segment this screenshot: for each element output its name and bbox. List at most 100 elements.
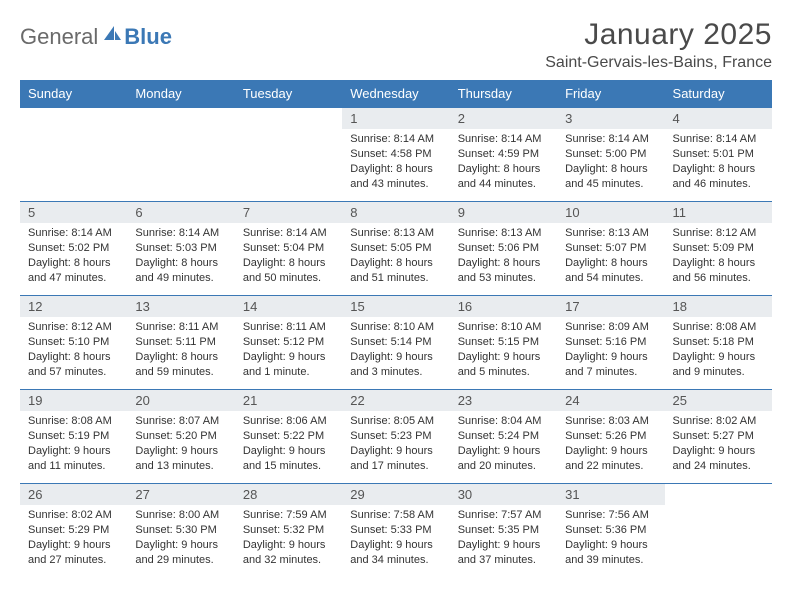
calendar-day-cell: 9Sunrise: 8:13 AMSunset: 5:06 PMDaylight… bbox=[450, 202, 557, 296]
sunrise-text: Sunrise: 8:14 AM bbox=[243, 227, 327, 239]
sunrise-text: Sunrise: 8:05 AM bbox=[350, 415, 434, 427]
sunset-text: Sunset: 4:58 PM bbox=[350, 148, 431, 160]
daylight-text: and 46 minutes. bbox=[673, 178, 751, 190]
calendar-day-cell: 1Sunrise: 8:14 AMSunset: 4:58 PMDaylight… bbox=[342, 108, 449, 202]
calendar-day-cell: 12Sunrise: 8:12 AMSunset: 5:10 PMDayligh… bbox=[20, 296, 127, 390]
daylight-text: Daylight: 8 hours bbox=[565, 257, 648, 269]
sunset-text: Sunset: 5:32 PM bbox=[243, 524, 324, 536]
weekday-header: Friday bbox=[557, 80, 664, 108]
day-data: Sunrise: 7:56 AMSunset: 5:36 PMDaylight:… bbox=[557, 505, 664, 572]
weekday-header: Wednesday bbox=[342, 80, 449, 108]
daylight-text: Daylight: 9 hours bbox=[673, 445, 756, 457]
day-number: 1 bbox=[342, 108, 449, 129]
day-number: 17 bbox=[557, 296, 664, 317]
sunrise-text: Sunrise: 8:08 AM bbox=[673, 321, 757, 333]
day-data: Sunrise: 8:05 AMSunset: 5:23 PMDaylight:… bbox=[342, 411, 449, 478]
daylight-text: and 15 minutes. bbox=[243, 460, 321, 472]
sunrise-text: Sunrise: 8:13 AM bbox=[458, 227, 542, 239]
day-number: 7 bbox=[235, 202, 342, 223]
daylight-text: Daylight: 8 hours bbox=[350, 257, 433, 269]
day-number: 14 bbox=[235, 296, 342, 317]
day-number: 13 bbox=[127, 296, 234, 317]
sunset-text: Sunset: 5:30 PM bbox=[135, 524, 216, 536]
daylight-text: Daylight: 8 hours bbox=[458, 257, 541, 269]
day-number: 22 bbox=[342, 390, 449, 411]
day-data: Sunrise: 7:58 AMSunset: 5:33 PMDaylight:… bbox=[342, 505, 449, 572]
daylight-text: and 54 minutes. bbox=[565, 272, 643, 284]
sunset-text: Sunset: 5:05 PM bbox=[350, 242, 431, 254]
daylight-text: Daylight: 9 hours bbox=[458, 539, 541, 551]
day-data: Sunrise: 8:14 AMSunset: 5:04 PMDaylight:… bbox=[235, 223, 342, 290]
logo-text-blue: Blue bbox=[124, 24, 172, 50]
day-number: 23 bbox=[450, 390, 557, 411]
daylight-text: and 27 minutes. bbox=[28, 554, 106, 566]
day-number: 2 bbox=[450, 108, 557, 129]
daylight-text: Daylight: 9 hours bbox=[350, 351, 433, 363]
calendar-day-cell: 10Sunrise: 8:13 AMSunset: 5:07 PMDayligh… bbox=[557, 202, 664, 296]
weekday-header: Saturday bbox=[665, 80, 772, 108]
sunrise-text: Sunrise: 8:03 AM bbox=[565, 415, 649, 427]
sunrise-text: Sunrise: 8:11 AM bbox=[243, 321, 326, 333]
calendar-day-cell: 25Sunrise: 8:02 AMSunset: 5:27 PMDayligh… bbox=[665, 390, 772, 484]
sunset-text: Sunset: 5:09 PM bbox=[673, 242, 754, 254]
daylight-text: and 37 minutes. bbox=[458, 554, 536, 566]
daylight-text: and 13 minutes. bbox=[135, 460, 213, 472]
calendar-day-cell: 7Sunrise: 8:14 AMSunset: 5:04 PMDaylight… bbox=[235, 202, 342, 296]
daylight-text: and 20 minutes. bbox=[458, 460, 536, 472]
calendar-body: ......1Sunrise: 8:14 AMSunset: 4:58 PMDa… bbox=[20, 108, 772, 578]
sunrise-text: Sunrise: 8:00 AM bbox=[135, 509, 219, 521]
day-data: Sunrise: 8:13 AMSunset: 5:06 PMDaylight:… bbox=[450, 223, 557, 290]
sunset-text: Sunset: 5:03 PM bbox=[135, 242, 216, 254]
calendar-day-cell: 11Sunrise: 8:12 AMSunset: 5:09 PMDayligh… bbox=[665, 202, 772, 296]
calendar-day-cell: 13Sunrise: 8:11 AMSunset: 5:11 PMDayligh… bbox=[127, 296, 234, 390]
daylight-text: Daylight: 8 hours bbox=[135, 351, 218, 363]
day-number: 3 bbox=[557, 108, 664, 129]
sunrise-text: Sunrise: 8:11 AM bbox=[135, 321, 218, 333]
day-data: Sunrise: 8:10 AMSunset: 5:14 PMDaylight:… bbox=[342, 317, 449, 384]
daylight-text: Daylight: 8 hours bbox=[565, 163, 648, 175]
calendar-week-row: 12Sunrise: 8:12 AMSunset: 5:10 PMDayligh… bbox=[20, 296, 772, 390]
daylight-text: and 22 minutes. bbox=[565, 460, 643, 472]
calendar-day-cell: 22Sunrise: 8:05 AMSunset: 5:23 PMDayligh… bbox=[342, 390, 449, 484]
sunset-text: Sunset: 5:29 PM bbox=[28, 524, 109, 536]
daylight-text: Daylight: 8 hours bbox=[458, 163, 541, 175]
daylight-text: Daylight: 9 hours bbox=[565, 351, 648, 363]
sunrise-text: Sunrise: 8:10 AM bbox=[458, 321, 542, 333]
month-title: January 2025 bbox=[545, 18, 772, 52]
day-data: Sunrise: 8:14 AMSunset: 5:00 PMDaylight:… bbox=[557, 129, 664, 196]
sunset-text: Sunset: 5:36 PM bbox=[565, 524, 646, 536]
daylight-text: Daylight: 9 hours bbox=[458, 351, 541, 363]
daylight-text: Daylight: 9 hours bbox=[135, 539, 218, 551]
daylight-text: and 1 minute. bbox=[243, 366, 310, 378]
calendar-week-row: 5Sunrise: 8:14 AMSunset: 5:02 PMDaylight… bbox=[20, 202, 772, 296]
sunset-text: Sunset: 5:22 PM bbox=[243, 430, 324, 442]
sunset-text: Sunset: 5:02 PM bbox=[28, 242, 109, 254]
calendar-table: SundayMondayTuesdayWednesdayThursdayFrid… bbox=[20, 80, 772, 578]
calendar-day-cell: 3Sunrise: 8:14 AMSunset: 5:00 PMDaylight… bbox=[557, 108, 664, 202]
calendar-day-cell: .. bbox=[20, 108, 127, 202]
sunset-text: Sunset: 5:20 PM bbox=[135, 430, 216, 442]
daylight-text: Daylight: 9 hours bbox=[28, 539, 111, 551]
calendar-day-cell: 28Sunrise: 7:59 AMSunset: 5:32 PMDayligh… bbox=[235, 484, 342, 578]
day-number: 30 bbox=[450, 484, 557, 505]
calendar-day-cell: 16Sunrise: 8:10 AMSunset: 5:15 PMDayligh… bbox=[450, 296, 557, 390]
sunrise-text: Sunrise: 8:12 AM bbox=[673, 227, 757, 239]
sunset-text: Sunset: 5:35 PM bbox=[458, 524, 539, 536]
daylight-text: Daylight: 9 hours bbox=[135, 445, 218, 457]
sunrise-text: Sunrise: 7:58 AM bbox=[350, 509, 434, 521]
day-number: 26 bbox=[20, 484, 127, 505]
day-number: 21 bbox=[235, 390, 342, 411]
sunrise-text: Sunrise: 7:57 AM bbox=[458, 509, 542, 521]
calendar-day-cell: 31Sunrise: 7:56 AMSunset: 5:36 PMDayligh… bbox=[557, 484, 664, 578]
sunrise-text: Sunrise: 8:14 AM bbox=[135, 227, 219, 239]
daylight-text: and 45 minutes. bbox=[565, 178, 643, 190]
day-data: Sunrise: 8:02 AMSunset: 5:27 PMDaylight:… bbox=[665, 411, 772, 478]
sunrise-text: Sunrise: 8:02 AM bbox=[673, 415, 757, 427]
sunset-text: Sunset: 5:14 PM bbox=[350, 336, 431, 348]
sunset-text: Sunset: 5:33 PM bbox=[350, 524, 431, 536]
day-data: Sunrise: 8:06 AMSunset: 5:22 PMDaylight:… bbox=[235, 411, 342, 478]
calendar-week-row: ......1Sunrise: 8:14 AMSunset: 4:58 PMDa… bbox=[20, 108, 772, 202]
sunrise-text: Sunrise: 8:14 AM bbox=[458, 133, 542, 145]
day-data: Sunrise: 8:13 AMSunset: 5:05 PMDaylight:… bbox=[342, 223, 449, 290]
calendar-day-cell: 4Sunrise: 8:14 AMSunset: 5:01 PMDaylight… bbox=[665, 108, 772, 202]
